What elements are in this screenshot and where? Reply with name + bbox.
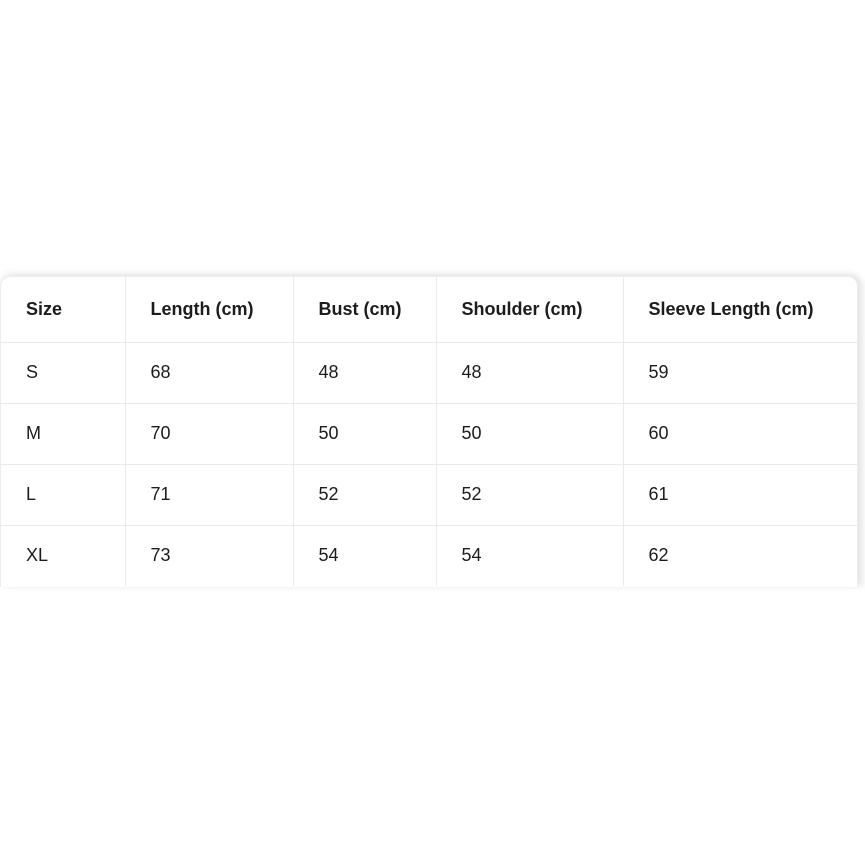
table-row-xl: XL 73 54 54 62 [1, 524, 857, 586]
header-shoulder: Shoulder (cm) [435, 277, 623, 342]
cell-sleeve: 60 [622, 402, 857, 464]
cell-shoulder: 50 [435, 402, 623, 464]
table-row-l: L 71 52 52 61 [1, 463, 857, 525]
cell-sleeve: 62 [622, 524, 857, 586]
cell-shoulder: 54 [435, 524, 623, 586]
cell-sleeve: 61 [622, 463, 857, 525]
cell-bust: 50 [292, 402, 436, 464]
cell-bust: 52 [292, 463, 436, 525]
cell-sleeve: 59 [622, 341, 857, 403]
table-row-s: S 68 48 48 59 [1, 341, 857, 403]
cell-size: XL [1, 524, 125, 586]
cell-size: M [1, 402, 125, 464]
header-length: Length (cm) [124, 277, 293, 342]
cell-length: 68 [124, 341, 293, 403]
cell-shoulder: 52 [435, 463, 623, 525]
size-chart-header-row: Size Length (cm) Bust (cm) Shoulder (cm)… [1, 277, 857, 342]
cell-bust: 48 [292, 341, 436, 403]
header-sleeve-length: Sleeve Length (cm) [622, 277, 857, 342]
cell-length: 71 [124, 463, 293, 525]
size-chart-card: Size Length (cm) Bust (cm) Shoulder (cm)… [0, 276, 858, 587]
cell-size: L [1, 463, 125, 525]
cell-length: 70 [124, 402, 293, 464]
table-row-m: M 70 50 50 60 [1, 402, 857, 464]
header-bust: Bust (cm) [292, 277, 436, 342]
header-size: Size [26, 298, 63, 319]
cell-length: 73 [124, 524, 293, 586]
cell-shoulder: 48 [435, 341, 623, 403]
cell-size: S [1, 341, 125, 403]
cell-bust: 54 [292, 524, 436, 586]
size-chart-table: Size Length (cm) Bust (cm) Shoulder (cm)… [1, 277, 857, 586]
